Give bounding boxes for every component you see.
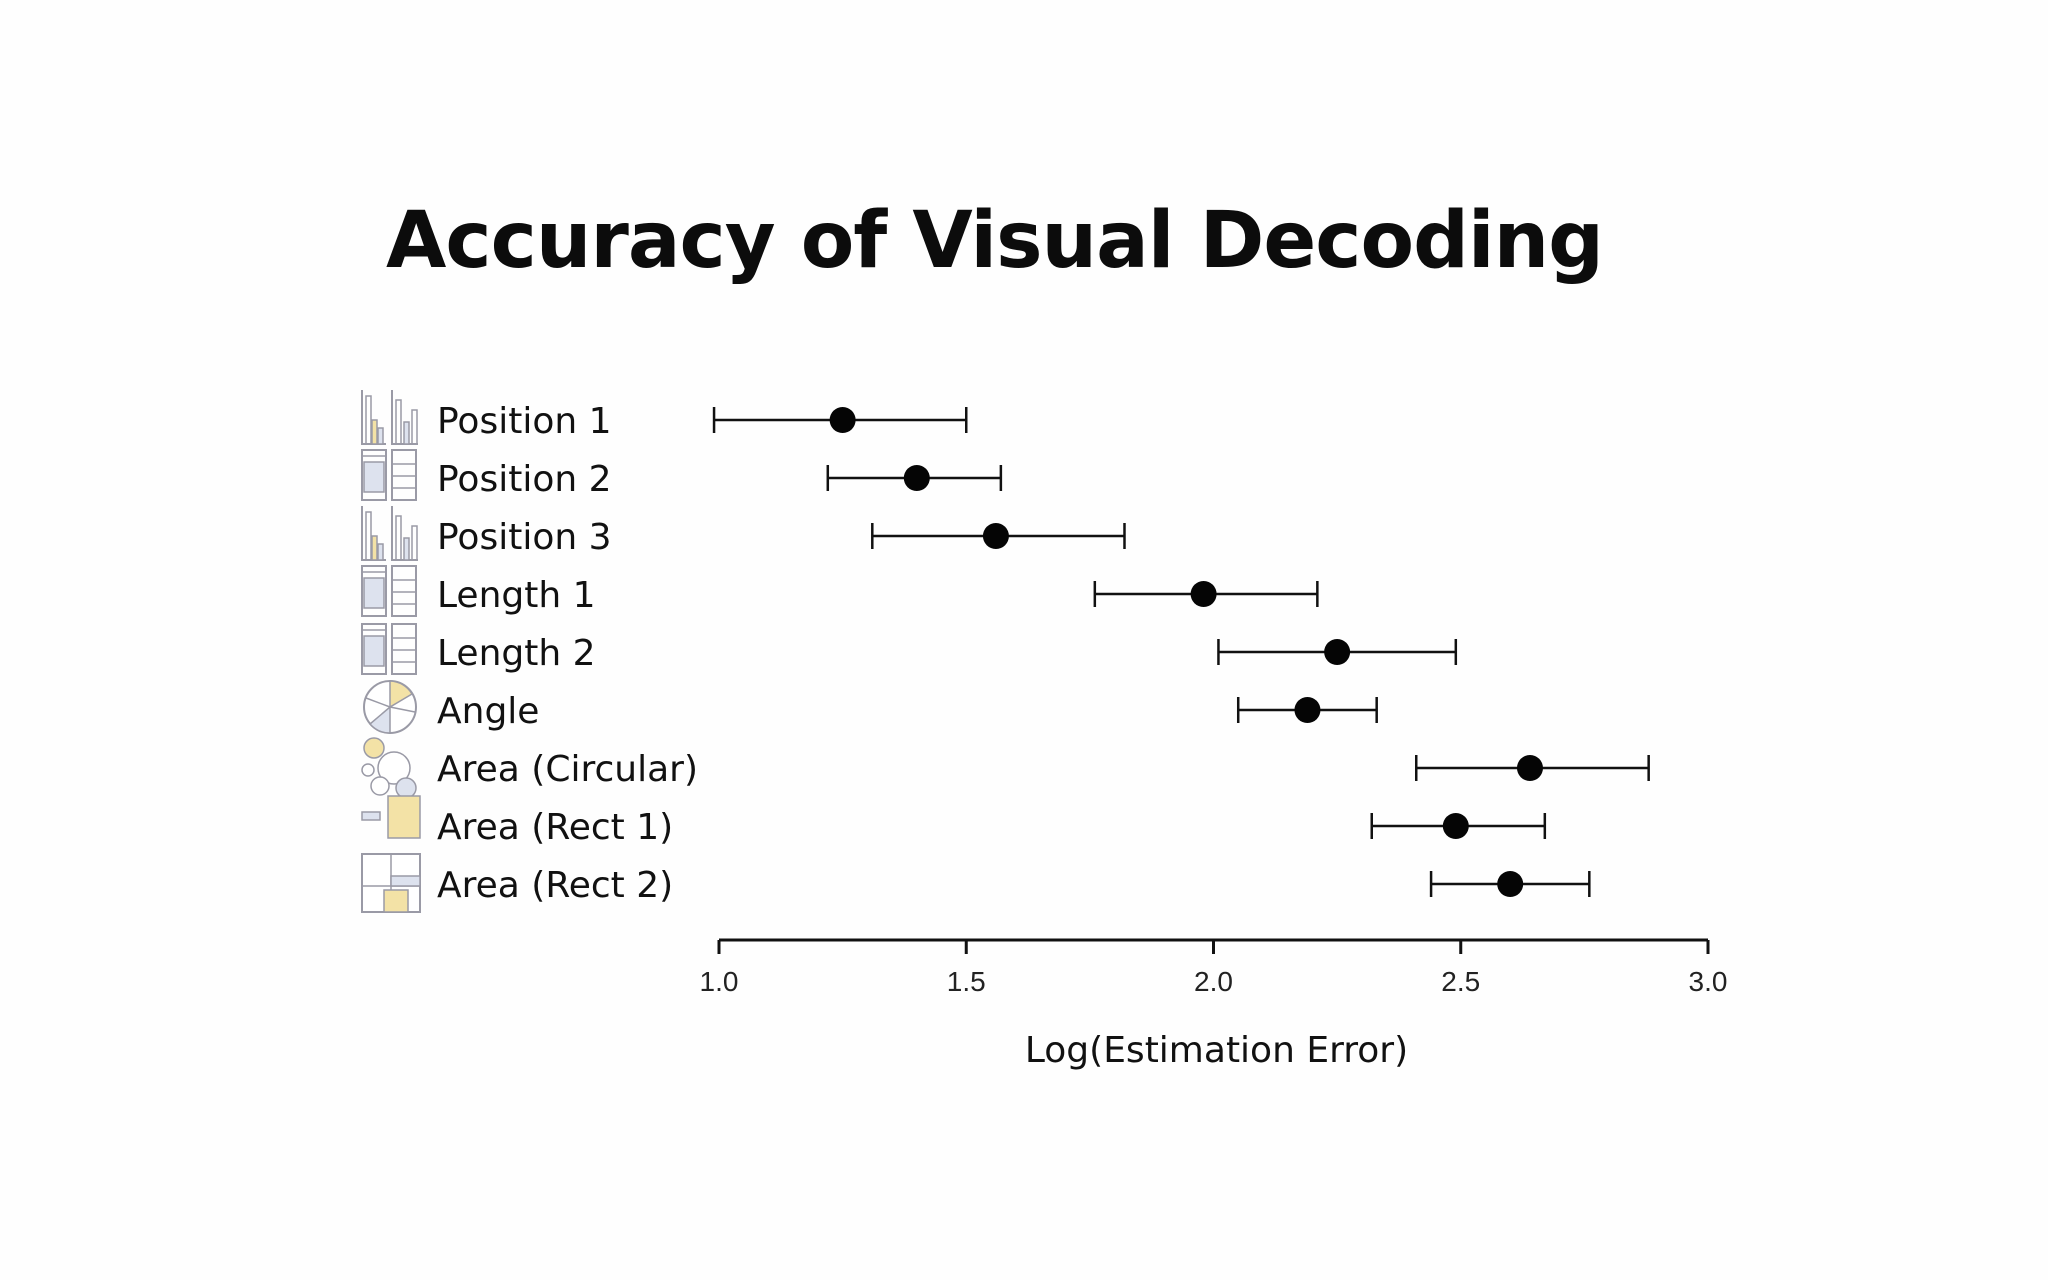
row-label-length-1: Length 1 [437, 575, 596, 616]
x-tick-label: 1.0 [700, 966, 739, 997]
x-tick-label: 2.0 [1194, 966, 1233, 997]
pie-chart-icon [363, 680, 417, 734]
stacked-bar-icon [361, 565, 417, 617]
bar-chart-icon [361, 506, 418, 561]
row-label-area-rect-1: Area (Rect 1) [437, 807, 673, 848]
x-tick-label: 2.5 [1441, 966, 1480, 997]
row-label-length-2: Length 2 [437, 633, 596, 674]
treemap-icon [361, 853, 421, 913]
row-label-area-rect-2: Area (Rect 2) [437, 865, 673, 906]
mean-point-area-rect-2 [1497, 871, 1524, 897]
x-tick-label: 3.0 [1689, 966, 1728, 997]
page-title: Accuracy of Visual Decoding [386, 196, 1604, 286]
row-label-angle: Angle [437, 691, 539, 732]
row-label-position-2: Position 2 [437, 459, 612, 500]
stacked-bar-icon [361, 449, 417, 501]
x-tick-label: 1.5 [947, 966, 986, 997]
bar-chart-icon [361, 390, 418, 445]
mean-point-angle [1294, 697, 1321, 723]
x-axis-title: Log(Estimation Error) [1025, 1030, 1408, 1071]
row-label-area-circular: Area (Circular) [437, 749, 698, 790]
row-label-position-3: Position 3 [437, 517, 612, 558]
mean-point-length-2 [1324, 639, 1351, 665]
mean-point-length-1 [1190, 581, 1217, 607]
mean-point-position-2 [903, 465, 930, 491]
mean-point-position-1 [829, 407, 856, 433]
row-label-position-1: Position 1 [437, 401, 612, 442]
stacked-bar-icon [361, 623, 417, 675]
mean-point-position-3 [982, 523, 1009, 549]
mean-point-area-rect-1 [1442, 813, 1469, 839]
bubble-chart-icon [361, 737, 417, 799]
mean-point-area-circular [1516, 755, 1543, 781]
rectangle-area-icon [361, 795, 421, 839]
